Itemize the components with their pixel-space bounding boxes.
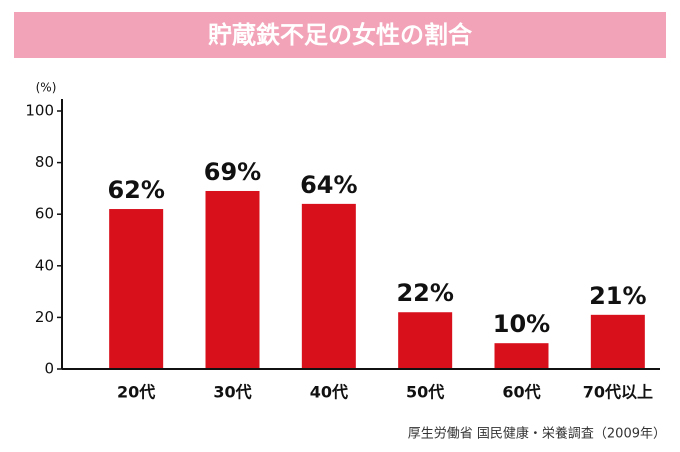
y-tick-label: 0	[44, 360, 54, 378]
bar	[398, 312, 453, 369]
y-axis-unit: (%)	[36, 81, 57, 95]
y-tick-label: 20	[35, 308, 54, 326]
value-label: 62%	[107, 176, 164, 204]
value-label: 10%	[493, 310, 550, 338]
bar	[590, 314, 645, 369]
x-tick-label: 40代	[310, 383, 348, 402]
x-tick-label: 50代	[406, 383, 444, 402]
source-note: 厚生労働省 国民健康・栄養調査（2009年）	[408, 426, 666, 442]
value-label: 64%	[300, 171, 357, 199]
title-banner	[14, 12, 666, 58]
bar	[205, 190, 260, 369]
x-tick-label: 30代	[213, 383, 251, 402]
bar	[301, 203, 356, 369]
value-label: 69%	[204, 158, 261, 186]
x-tick-label: 70代以上	[583, 383, 653, 402]
chart-title: 貯蔵鉄不足の女性の割合	[208, 21, 473, 49]
y-tick-label: 40	[35, 256, 54, 274]
bar	[494, 343, 549, 369]
y-tick-label: 80	[35, 153, 54, 171]
x-tick-label: 20代	[117, 383, 155, 402]
x-tick-label: 60代	[502, 383, 540, 402]
y-tick-label: 100	[25, 102, 54, 120]
value-label: 22%	[396, 279, 453, 307]
value-label: 21%	[589, 282, 646, 310]
bar	[109, 209, 164, 369]
y-tick-label: 60	[35, 205, 54, 223]
